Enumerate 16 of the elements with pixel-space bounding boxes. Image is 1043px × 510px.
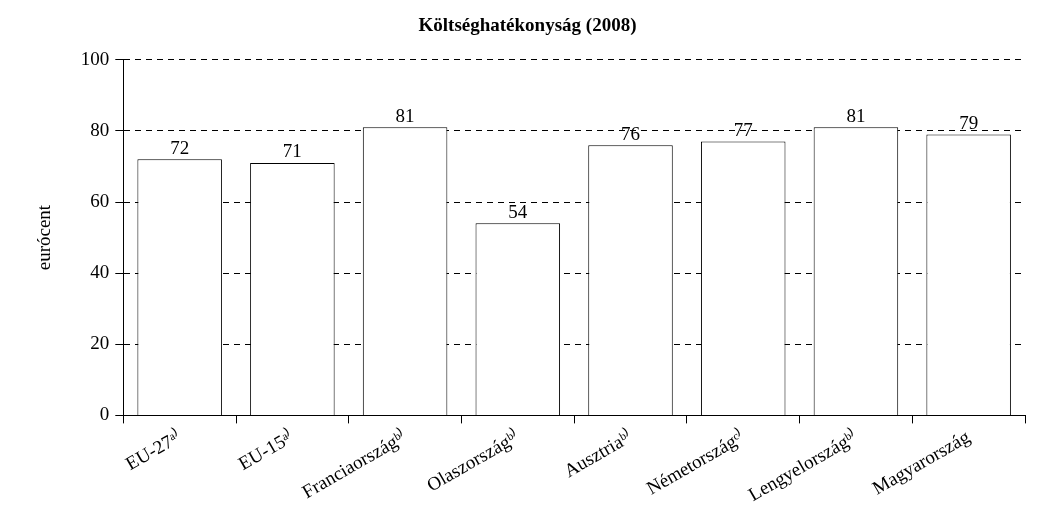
y-tick-label: 40 — [90, 261, 110, 283]
data-label: 54 — [508, 200, 528, 222]
data-label: 76 — [621, 122, 641, 144]
data-label: 72 — [170, 136, 190, 158]
y-tick-label: 0 — [99, 403, 110, 425]
data-label: 81 — [846, 104, 866, 126]
data-label: 77 — [733, 119, 753, 141]
data-label: 81 — [395, 104, 415, 126]
data-label: 79 — [959, 111, 979, 133]
y-axis-title: eurócent — [33, 204, 55, 271]
y-tick-label: 80 — [90, 118, 110, 140]
y-tick-label: 20 — [90, 332, 110, 354]
data-label: 71 — [282, 140, 302, 162]
y-tick-label: 100 — [80, 47, 110, 69]
chart-title: Költséghatékonyság (2008) — [418, 14, 637, 37]
y-tick-label: 60 — [90, 190, 110, 212]
